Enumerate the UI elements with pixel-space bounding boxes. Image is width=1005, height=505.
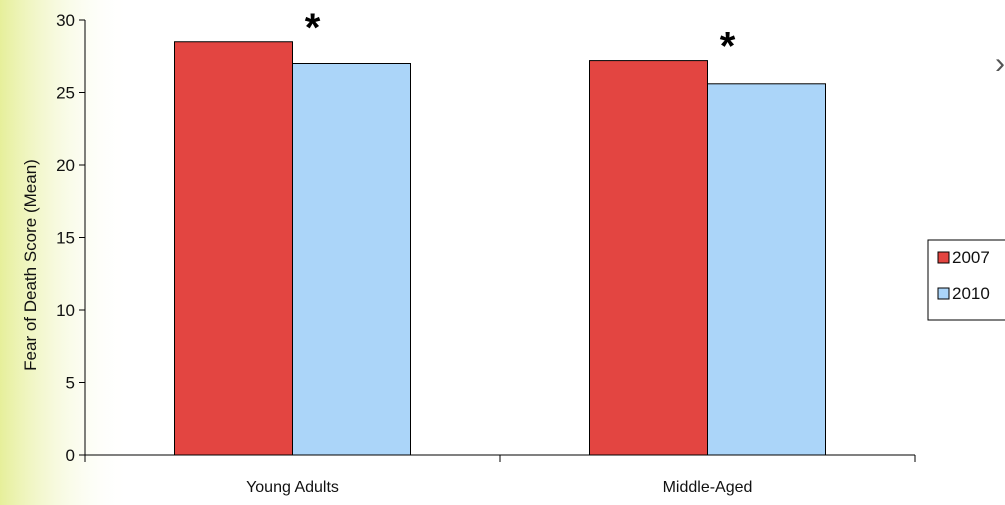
y-tick-label: 15 <box>56 229 75 248</box>
y-axis-label: Fear of Death Score (Mean) <box>21 159 40 371</box>
y-tick-label: 5 <box>66 374 75 393</box>
legend-swatch-2010 <box>937 287 950 300</box>
y-tick-label: 20 <box>56 156 75 175</box>
bar-middle-aged-2010 <box>707 83 826 456</box>
y-tick-label: 10 <box>56 301 75 320</box>
y-tick-label: 30 <box>56 11 75 30</box>
y-tick-label: 25 <box>56 84 75 103</box>
plot-area: Young Adults * Middle-Aged * 0 5 10 15 20 25 30 <box>56 6 916 496</box>
chevron-right-icon: › <box>995 47 1005 80</box>
x-tick-label: Middle-Aged <box>663 479 753 496</box>
significance-marker: * <box>305 6 321 50</box>
legend-label-2010: 2010 <box>952 284 990 303</box>
significance-marker: * <box>720 25 736 69</box>
y-tick-label: 0 <box>66 446 75 465</box>
bar-young-adults-2007 <box>174 41 293 456</box>
bar-young-adults-2010 <box>292 63 411 456</box>
x-tick-label: Young Adults <box>246 479 339 496</box>
legend-swatch-2007 <box>937 251 950 264</box>
legend-label-2007: 2007 <box>952 248 990 267</box>
legend: 2007 2010 <box>927 239 1005 321</box>
bar-middle-aged-2007 <box>589 60 708 456</box>
background-glow <box>0 0 130 505</box>
